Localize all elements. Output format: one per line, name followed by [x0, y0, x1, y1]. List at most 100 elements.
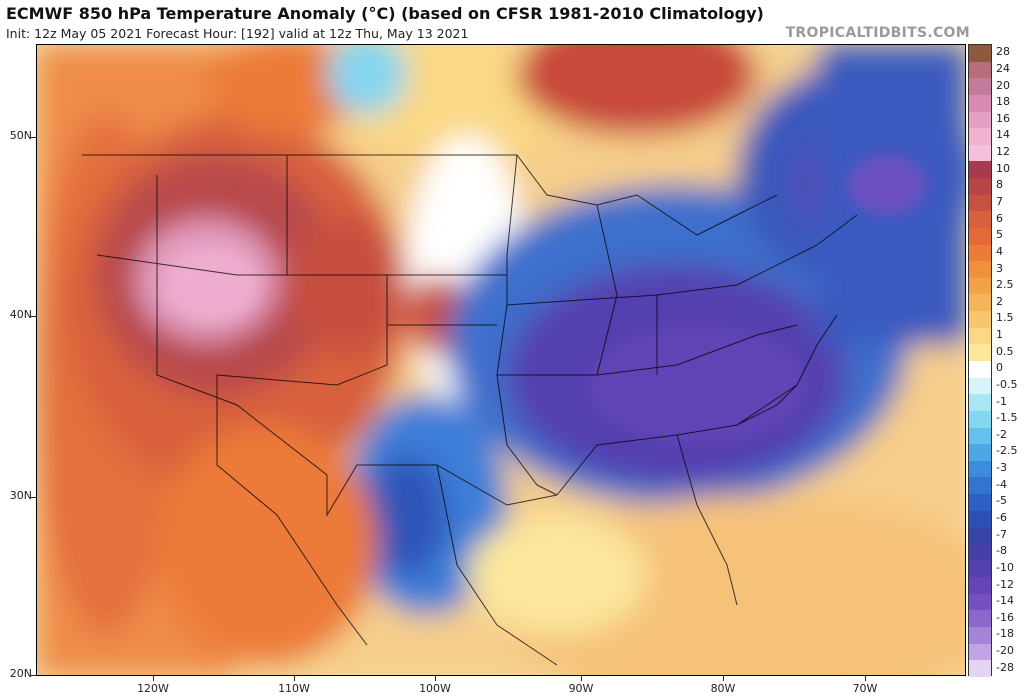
colorbar-label: 5	[996, 228, 1003, 242]
colorbar-label: -4	[996, 477, 1007, 491]
colorbar-swatch	[969, 161, 991, 179]
colorbar-label: -16	[996, 610, 1014, 624]
colorbar-swatch	[969, 394, 991, 412]
colorbar-label: -2.5	[996, 444, 1018, 458]
lon-tick	[435, 676, 436, 681]
colorbar-label: 14	[996, 128, 1010, 142]
colorbar-label: 10	[996, 161, 1010, 175]
colorbar-swatch	[969, 111, 991, 129]
colorbar-label: -14	[996, 594, 1014, 608]
anomaly-map	[37, 45, 965, 675]
colorbar-swatch	[969, 61, 991, 79]
lat-label-40n: 40N	[9, 308, 32, 321]
colorbar-swatch	[969, 194, 991, 212]
colorbar-label: 8	[996, 178, 1003, 192]
colorbar-label: -6	[996, 511, 1007, 524]
colorbar-label: 2	[996, 294, 1003, 308]
colorbar-label: 16	[996, 111, 1010, 125]
colorbar-swatch	[969, 643, 991, 661]
colorbar-swatch	[969, 277, 991, 295]
lon-label-120w: 120W	[137, 682, 169, 695]
colorbar-label: 20	[996, 78, 1010, 92]
colorbar-swatch	[969, 510, 991, 528]
colorbar-swatch	[969, 460, 991, 478]
colorbar-swatch	[969, 311, 991, 329]
lon-label-110w: 110W	[278, 682, 310, 695]
colorbar-label: -0.5	[996, 377, 1018, 391]
lon-tick	[294, 676, 295, 681]
colorbar-swatch	[969, 144, 991, 162]
colorbar-swatch	[969, 361, 991, 379]
lon-tick	[581, 676, 582, 681]
colorbar-label: 2.5	[996, 278, 1014, 292]
colorbar-swatch	[969, 527, 991, 545]
colorbar-swatch	[969, 577, 991, 595]
colorbar-label: -3	[996, 461, 1007, 475]
colorbar-swatch	[969, 610, 991, 628]
lat-tick	[31, 497, 36, 498]
colorbar-label: -1.5	[996, 411, 1018, 425]
colorbar-label: -1	[996, 394, 1007, 408]
colorbar-swatch	[969, 327, 991, 345]
colorbar-label: 24	[996, 61, 1010, 75]
lon-tick	[723, 676, 724, 681]
colorbar-swatch	[969, 560, 991, 578]
colorbar-swatch	[969, 78, 991, 96]
colorbar-swatch	[969, 178, 991, 196]
colorbar-swatch	[969, 627, 991, 645]
colorbar-label: -2	[996, 427, 1007, 441]
colorbar-label: 4	[996, 244, 1003, 258]
colorbar-swatch	[969, 410, 991, 429]
colorbar-swatch	[969, 244, 991, 262]
colorbar-label: -20	[996, 644, 1014, 658]
colorbar-label: -12	[996, 577, 1014, 591]
colorbar-swatch	[969, 444, 991, 462]
colorbar-swatch	[969, 211, 991, 229]
lat-tick	[31, 137, 36, 138]
colorbar-swatch	[969, 593, 991, 611]
colorbar-label: 1.5	[996, 311, 1014, 325]
colorbar-label: -28	[996, 660, 1014, 674]
lat-label-20n: 20N	[9, 667, 32, 680]
colorbar-swatch	[969, 128, 991, 146]
colorbar-swatch	[969, 377, 991, 395]
lon-tick	[153, 676, 154, 681]
lat-tick	[31, 675, 36, 676]
colorbar-label: 3	[996, 261, 1003, 275]
colorbar-swatch	[969, 227, 991, 246]
colorbar-label: 12	[996, 145, 1010, 159]
lon-label-100w: 100W	[419, 682, 451, 695]
colorbar-label: 6	[996, 211, 1003, 225]
colorbar-label: 0.5	[996, 344, 1014, 358]
colorbar-swatch	[969, 543, 991, 562]
chart-subtitle: Init: 12z May 05 2021 Forecast Hour: [19…	[6, 26, 469, 41]
map-frame	[36, 44, 966, 676]
colorbar-label: 7	[996, 195, 1003, 208]
colorbar-swatch	[969, 494, 991, 512]
colorbar-label: -18	[996, 627, 1014, 641]
colorbar-swatch	[969, 660, 991, 678]
lon-label-80w: 80W	[710, 682, 736, 695]
brand-watermark: TROPICALTIDBITS.COM	[785, 25, 970, 41]
colorbar-label: -8	[996, 544, 1007, 558]
colorbar-label: -10	[996, 560, 1014, 574]
lat-label-50n: 50N	[9, 129, 32, 142]
colorbar-swatch	[969, 294, 991, 312]
lat-label-30n: 30N	[9, 489, 32, 502]
colorbar-swatch	[969, 261, 991, 279]
colorbar	[968, 44, 992, 678]
colorbar-swatch	[969, 94, 991, 113]
colorbar-swatch	[969, 344, 991, 362]
lat-tick	[31, 316, 36, 317]
colorbar-label: -7	[996, 527, 1007, 541]
lon-tick	[865, 676, 866, 681]
colorbar-label: 0	[996, 361, 1003, 375]
lon-label-70w: 70W	[852, 682, 878, 695]
chart-title: ECMWF 850 hPa Temperature Anomaly (°C) (…	[6, 4, 764, 23]
lon-label-90w: 90W	[568, 682, 594, 695]
colorbar-label: -5	[996, 494, 1007, 508]
colorbar-label: 28	[996, 45, 1010, 59]
colorbar-swatch	[969, 45, 991, 63]
colorbar-label: 18	[996, 95, 1010, 109]
colorbar-label: 1	[996, 328, 1003, 342]
